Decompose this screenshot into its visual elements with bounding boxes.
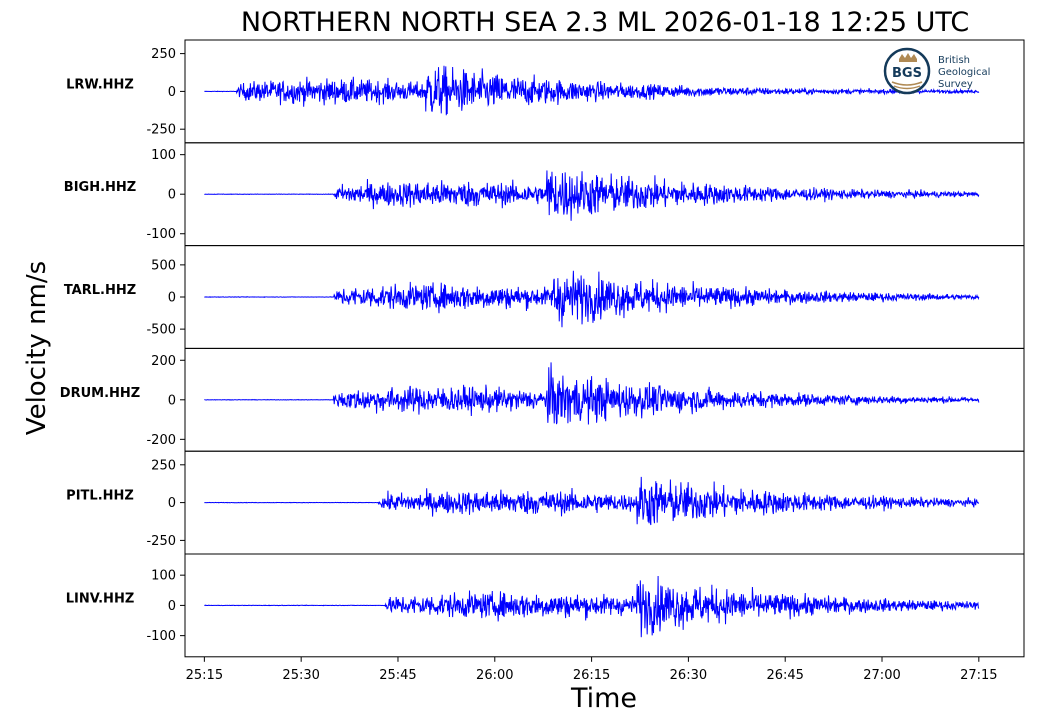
waveform-trace bbox=[204, 575, 980, 638]
x-tick-label: 27:00 bbox=[863, 668, 900, 683]
y-axis-label: Velocity nm/s bbox=[22, 261, 52, 435]
trace-panel: 500 0 -500 TARL.HHZ bbox=[64, 245, 1025, 349]
chart-title: NORTHERN NORTH SEA 2.3 ML 2026-01-18 12:… bbox=[241, 7, 969, 38]
y-tick-label: 0 bbox=[168, 599, 176, 614]
x-tick-label: 26:00 bbox=[476, 668, 513, 683]
waveform-trace bbox=[204, 170, 980, 221]
y-tick-label: 200 bbox=[151, 354, 176, 369]
waveform-trace bbox=[204, 65, 980, 116]
x-tick-label: 25:45 bbox=[379, 668, 416, 683]
logo-line3: Survey bbox=[938, 79, 973, 90]
y-tick-label: 100 bbox=[151, 569, 176, 584]
time-axis: 25:15 25:30 25:45 26:00 26:15 26:30 26:45 27:00… bbox=[186, 656, 998, 683]
y-tick-label: -250 bbox=[146, 534, 176, 549]
bgs-logo-icon: BGS British Geological Survey bbox=[883, 47, 990, 95]
station-label: DRUM.HHZ bbox=[60, 386, 140, 401]
waveform-trace bbox=[204, 270, 980, 328]
logo-line1: British bbox=[938, 55, 970, 66]
x-tick-label: 26:45 bbox=[766, 668, 803, 683]
trace-panel: 100 0 -100 LINV.HHZ bbox=[66, 553, 1025, 658]
y-tick-label: 0 bbox=[168, 291, 176, 306]
station-label: LINV.HHZ bbox=[66, 591, 135, 606]
logo-line2: Geological bbox=[938, 67, 990, 78]
y-tick-label: -100 bbox=[146, 227, 176, 242]
x-tick-label: 26:30 bbox=[670, 668, 707, 683]
x-tick-label: 26:15 bbox=[573, 668, 610, 683]
waveform-trace bbox=[204, 476, 980, 526]
x-tick-label: 25:30 bbox=[282, 668, 319, 683]
station-label: TARL.HHZ bbox=[64, 283, 136, 298]
x-tick-label: 27:15 bbox=[960, 668, 997, 683]
trace-panel: 200 0 -200 DRUM.HHZ bbox=[60, 347, 1025, 452]
x-axis-label: Time bbox=[570, 683, 637, 714]
y-tick-label: 100 bbox=[151, 148, 176, 163]
waveform-trace bbox=[204, 362, 980, 425]
y-tick-label: 500 bbox=[151, 258, 176, 273]
y-tick-label: 0 bbox=[168, 188, 176, 203]
y-tick-label: -500 bbox=[146, 323, 176, 338]
logo-initials: BGS bbox=[892, 66, 922, 81]
y-tick-label: 0 bbox=[168, 85, 176, 100]
y-tick-label: -250 bbox=[146, 123, 176, 138]
station-label: LRW.HHZ bbox=[66, 77, 134, 92]
y-tick-label: 250 bbox=[151, 458, 176, 473]
y-tick-label: -200 bbox=[146, 433, 176, 448]
station-label: BIGH.HHZ bbox=[64, 180, 136, 195]
station-label: PITL.HHZ bbox=[66, 489, 134, 504]
bgs-logo: BGS British Geological Survey bbox=[880, 46, 1012, 98]
y-tick-label: 250 bbox=[151, 47, 176, 62]
trace-panel: 250 0 -250 PITL.HHZ bbox=[66, 450, 1025, 555]
trace-panel: 100 0 -100 BIGH.HHZ bbox=[64, 142, 1025, 247]
trace-panels: 250 0 -250 LRW.HHZ 100 0 -100 BIGH.HHZ 500 0 -500 T… bbox=[60, 39, 1025, 658]
y-tick-label: 0 bbox=[168, 393, 176, 408]
x-tick-label: 25:15 bbox=[186, 668, 223, 683]
y-tick-label: 0 bbox=[168, 496, 176, 511]
y-tick-label: -100 bbox=[146, 629, 176, 644]
